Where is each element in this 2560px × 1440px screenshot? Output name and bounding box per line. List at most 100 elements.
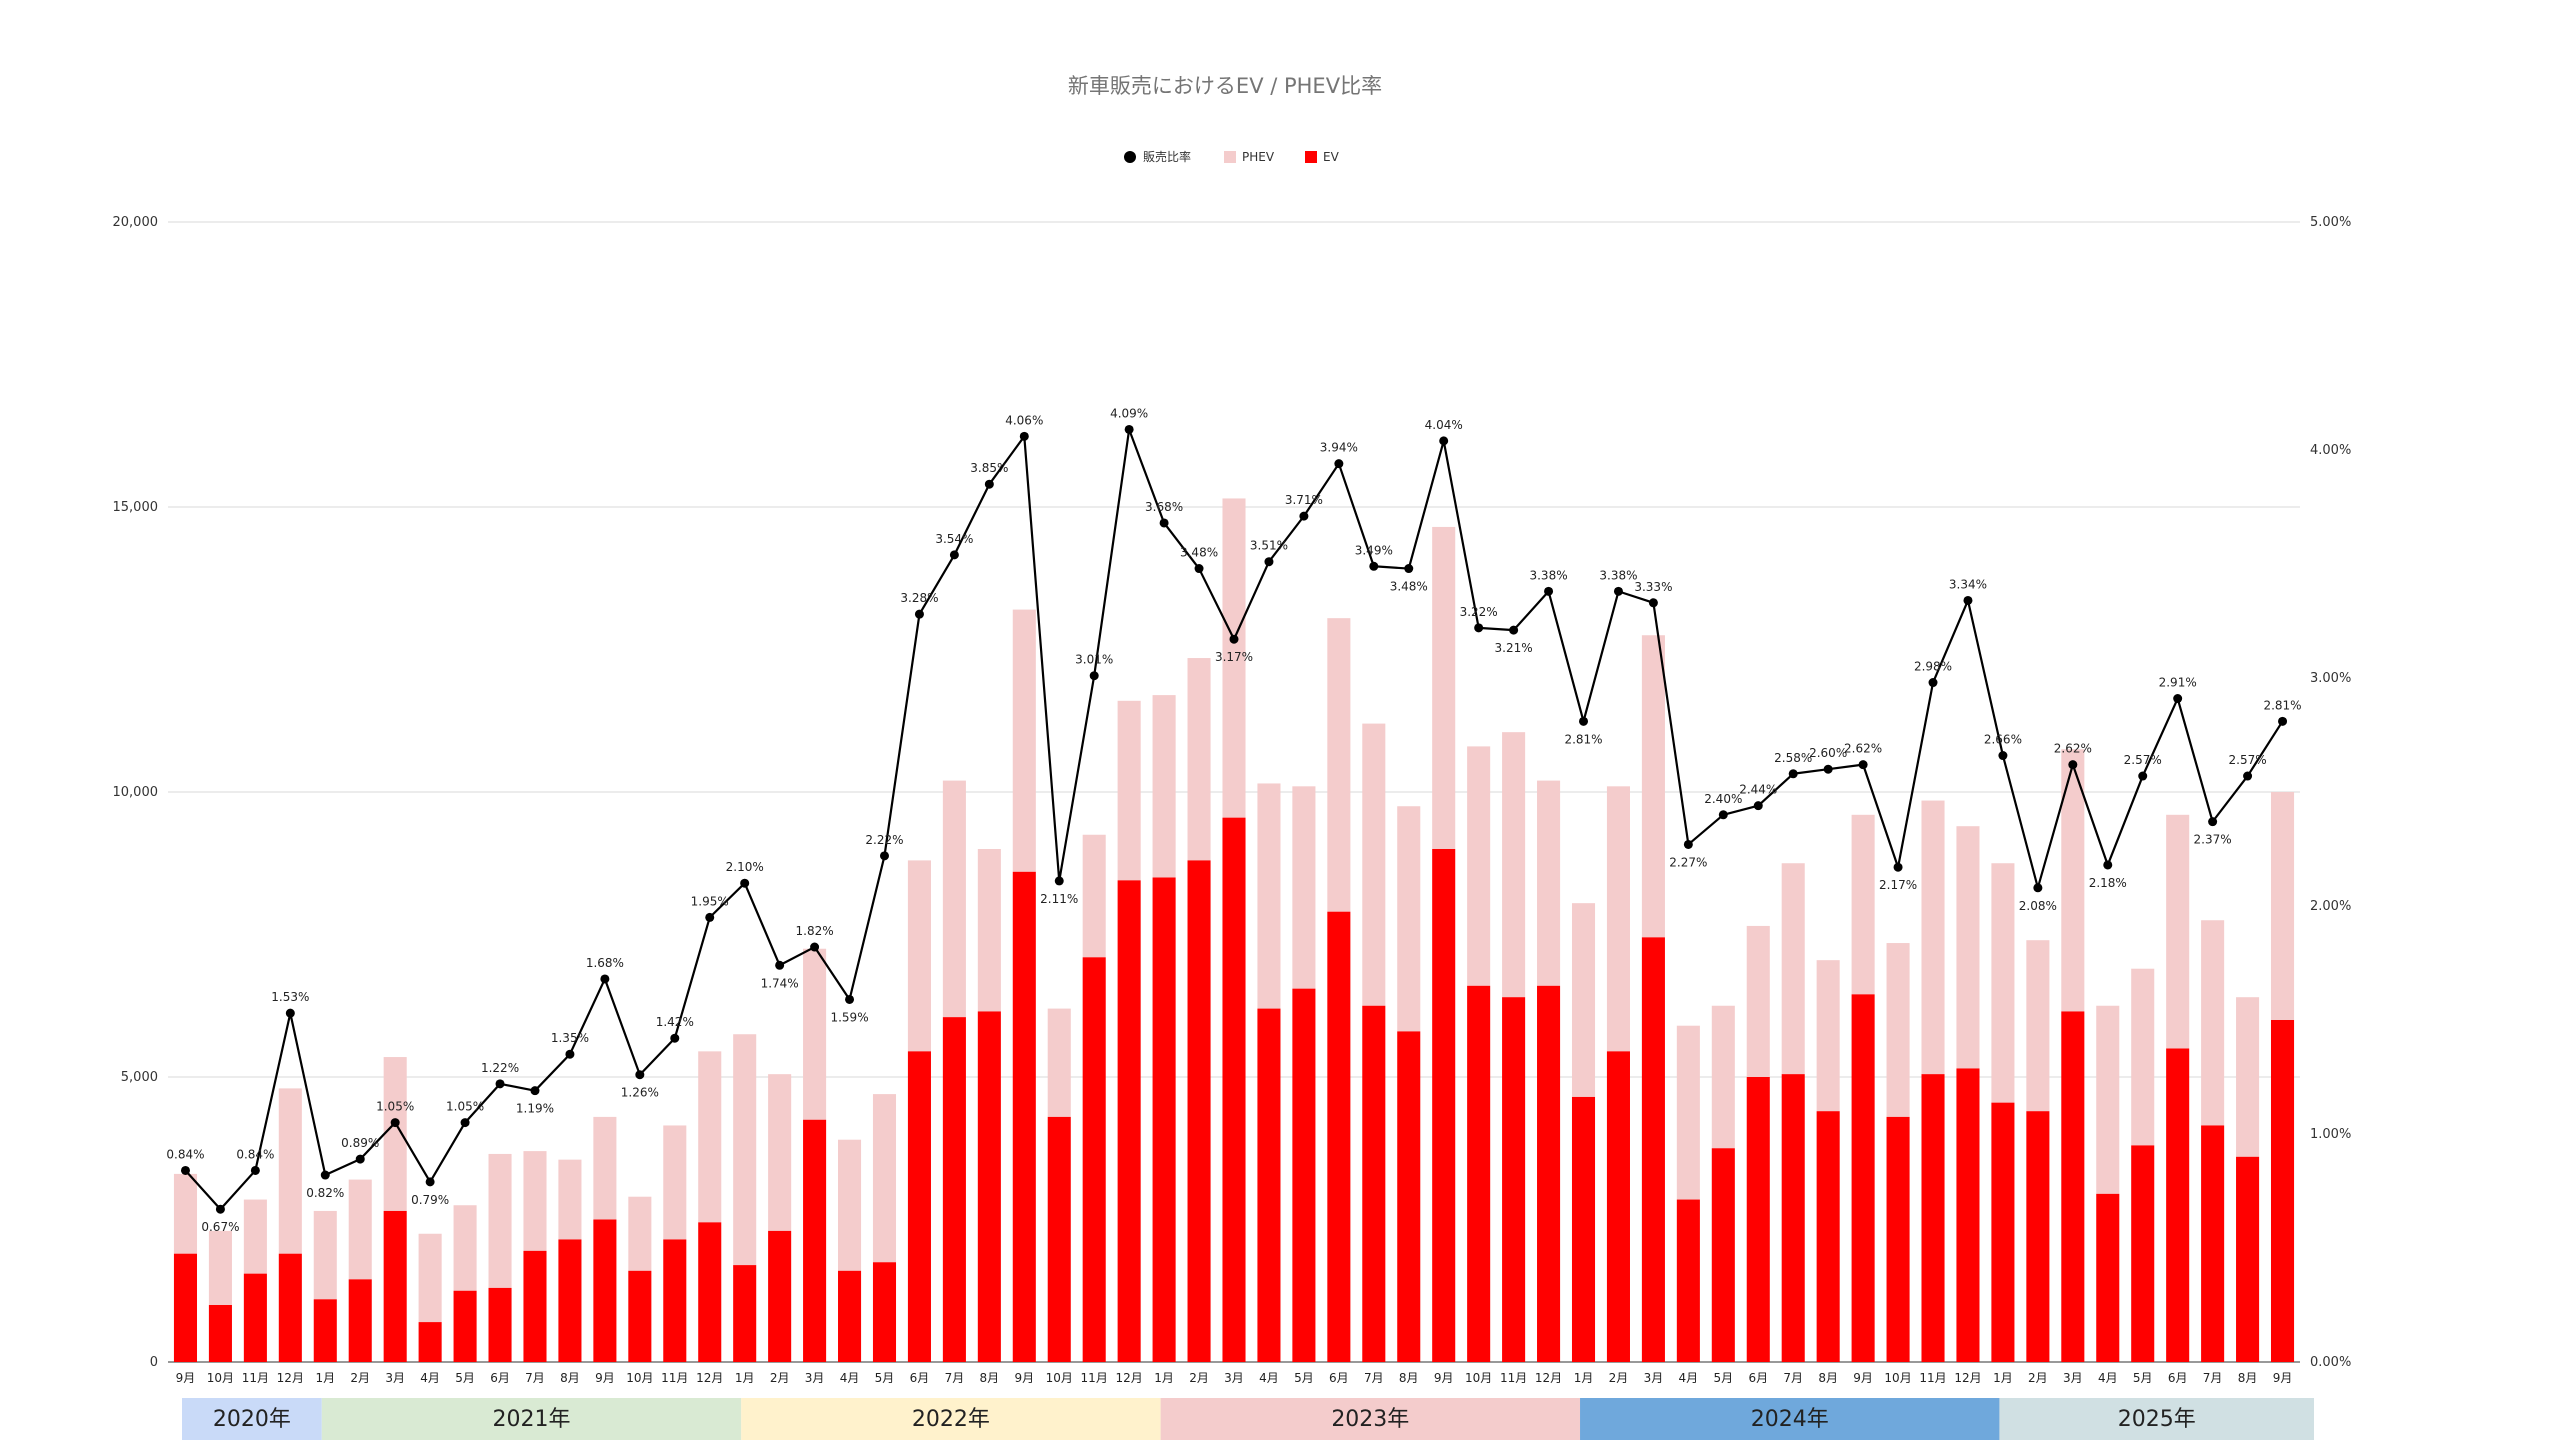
y-right-tick-label: 3.00% [2310, 671, 2351, 686]
rate-data-label: 2.58% [1774, 751, 1812, 765]
x-tick-label: 3月 [1644, 1371, 1664, 1385]
rate-data-label: 2.66% [1984, 733, 2022, 747]
rate-data-label: 2.10% [726, 860, 764, 874]
bar-ev [628, 1270, 652, 1362]
x-tick-label: 3月 [385, 1371, 405, 1385]
rate-data-label: 3.49% [1355, 543, 1393, 557]
rate-point [1474, 623, 1484, 633]
bar-phev [1746, 925, 1770, 1077]
bar-ev [1851, 994, 1875, 1362]
legend-label-phev: PHEV [1242, 150, 1275, 164]
rate-point [879, 851, 889, 861]
bar-phev [2236, 997, 2260, 1157]
rate-point [1159, 518, 1169, 528]
bar-ev [2131, 1145, 2155, 1362]
rate-point [1893, 862, 1903, 872]
rate-data-label: 4.09% [1110, 406, 1148, 420]
rate-data-label: 1.59% [830, 1010, 868, 1024]
rate-point [250, 1165, 260, 1175]
bar-ev [977, 1011, 1001, 1362]
bar-ev [1956, 1068, 1980, 1362]
bar-phev [1921, 800, 1945, 1075]
bar-ev [2026, 1111, 2050, 1362]
bar-ev [418, 1322, 442, 1362]
bar-ev [278, 1253, 302, 1362]
x-tick-label: 11月 [1081, 1371, 1108, 1385]
rate-point [495, 1079, 505, 1089]
bar-ev [1746, 1077, 1770, 1362]
rate-data-label: 0.67% [201, 1220, 239, 1234]
x-tick-label: 9月 [1014, 1371, 1034, 1385]
bar-phev [1537, 780, 1561, 986]
rate-data-label: 0.84% [236, 1147, 274, 1161]
rate-point [1823, 764, 1833, 774]
rate-data-label: 3.71% [1285, 493, 1323, 507]
rate-data-label: 2.62% [1844, 742, 1882, 756]
x-tick-label: 8月 [1399, 1371, 1419, 1385]
x-tick-label: 7月 [1364, 1371, 1384, 1385]
rate-point [2208, 817, 2218, 827]
x-tick-label: 6月 [1329, 1371, 1349, 1385]
rate-point [984, 479, 994, 489]
rate-point [1194, 564, 1204, 574]
bar-phev [1676, 1025, 1700, 1200]
x-tick-label: 12月 [277, 1371, 304, 1385]
bar-phev [243, 1199, 267, 1274]
bar-ev [1886, 1116, 1910, 1362]
bar-ev [838, 1270, 862, 1362]
bar-phev [1606, 786, 1630, 1052]
rate-point [1998, 751, 2008, 761]
rate-point [949, 550, 959, 560]
rate-data-label: 3.22% [1460, 605, 1498, 619]
x-tick-label: 10月 [1465, 1371, 1492, 1385]
rate-data-label: 2.27% [1669, 855, 1707, 869]
bar-ev [453, 1290, 477, 1362]
bar-ev [1676, 1199, 1700, 1362]
rate-data-label: 0.84% [166, 1147, 204, 1161]
x-tick-label: 5月 [875, 1371, 895, 1385]
rate-data-label: 1.05% [446, 1100, 484, 1114]
x-tick-label: 5月 [2133, 1371, 2153, 1385]
year-label: 2023年 [1331, 1407, 1409, 1432]
x-tick-label: 12月 [696, 1371, 723, 1385]
bar-ev [1292, 988, 1316, 1362]
rate-point [530, 1086, 540, 1096]
bar-phev [313, 1210, 337, 1300]
rate-data-label: 3.38% [1599, 568, 1637, 582]
bar-ev [2201, 1125, 2225, 1362]
bar-phev [1327, 618, 1351, 912]
rate-data-label: 1.35% [551, 1031, 589, 1045]
rate-point [2243, 771, 2253, 781]
x-tick-label: 12月 [1116, 1371, 1143, 1385]
bar-phev [1187, 658, 1211, 861]
rate-point [2278, 716, 2288, 726]
bar-phev [453, 1205, 477, 1291]
x-tick-label: 2月 [350, 1371, 370, 1385]
rate-data-label: 2.91% [2159, 676, 2197, 690]
x-tick-label: 9月 [176, 1371, 196, 1385]
y-left-tick-label: 0 [150, 1355, 158, 1370]
rate-data-label: 3.01% [1075, 653, 1113, 667]
bar-phev [1257, 783, 1281, 1009]
y-right-tick-label: 1.00% [2310, 1127, 2351, 1142]
x-tick-label: 2月 [1609, 1371, 1629, 1385]
bar-ev [1502, 997, 1526, 1362]
rate-point [565, 1049, 575, 1059]
rate-data-label: 3.51% [1250, 539, 1288, 553]
bar-phev [1432, 526, 1456, 849]
rate-point [845, 994, 855, 1004]
rate-data-label: 1.42% [656, 1015, 694, 1029]
rate-point [1089, 671, 1099, 681]
bar-ev [1012, 871, 1036, 1362]
bar-phev [907, 860, 931, 1052]
bar-ev [1257, 1008, 1281, 1362]
bar-ev [558, 1239, 582, 1362]
x-tick-label: 4月 [2098, 1371, 2118, 1385]
rate-point [775, 960, 785, 970]
legend-swatch-phev [1224, 151, 1236, 163]
rate-data-label: 3.34% [1949, 577, 1987, 591]
y-left-tick-label: 5,000 [121, 1070, 158, 1085]
rate-data-label: 3.21% [1495, 641, 1533, 655]
rate-data-label: 2.44% [1739, 783, 1777, 797]
rate-point [1264, 557, 1274, 567]
